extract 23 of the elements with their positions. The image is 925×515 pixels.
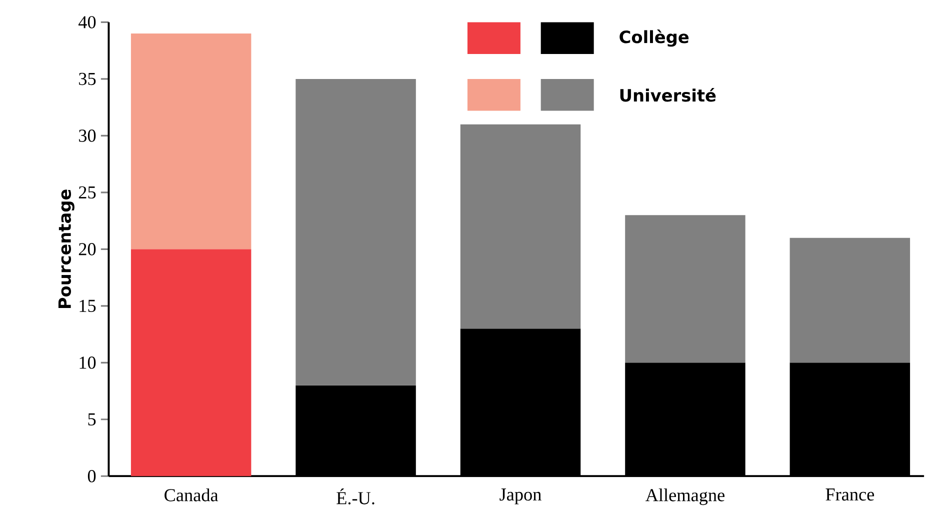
y-tick-label: 20 [78,242,96,256]
y-tick-label: 35 [79,72,96,85]
legend-label: Collège [620,29,689,47]
bar [460,124,581,328]
y-tick-label: 25 [78,186,96,198]
y-tick-label: 40 [78,16,96,28]
bar [790,238,910,363]
y-tick-label: 30 [79,129,96,142]
x-tick-label: Canada [164,488,218,502]
bar [296,78,416,386]
y-tick-label: 10 [80,356,96,369]
x-tick-label: France [826,488,874,500]
legend-label: Université [620,88,716,102]
x-tick-label: É.-U. [336,488,374,504]
x-tick-label: Japon [500,488,542,504]
bar [625,214,746,363]
y-tick-label: 0 [88,470,96,482]
y-tick-label: 5 [88,413,96,426]
x-tick-label: Allemagne [646,488,724,505]
bar [130,249,252,476]
y-tick-label: 15 [80,300,96,312]
y-axis-title: Pourcentage [58,189,74,308]
bar [130,33,252,250]
